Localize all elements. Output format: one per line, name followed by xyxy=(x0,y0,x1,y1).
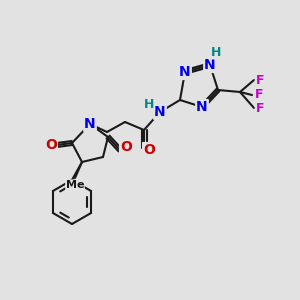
Text: O: O xyxy=(143,143,155,157)
Text: F: F xyxy=(256,101,264,115)
Text: H: H xyxy=(144,98,154,112)
Text: N: N xyxy=(84,117,96,131)
Text: N: N xyxy=(204,58,216,72)
Text: Me: Me xyxy=(66,180,84,190)
Text: N: N xyxy=(179,65,191,79)
Text: N: N xyxy=(196,100,208,114)
Text: N: N xyxy=(154,105,166,119)
Text: O: O xyxy=(45,138,57,152)
Text: O: O xyxy=(120,140,132,154)
Text: F: F xyxy=(255,88,263,101)
Text: H: H xyxy=(211,46,221,59)
Text: F: F xyxy=(256,74,264,86)
